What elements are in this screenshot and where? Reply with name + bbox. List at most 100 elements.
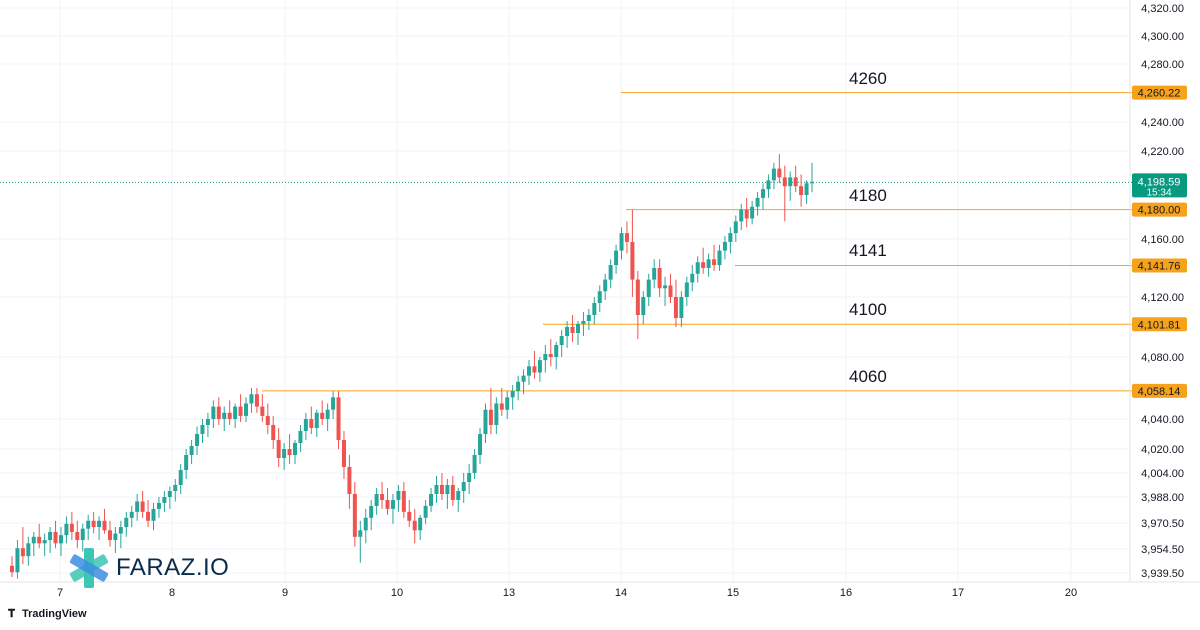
candle-body: [701, 262, 706, 268]
candle: [586, 309, 591, 330]
candle: [516, 375, 521, 401]
candle-body: [303, 419, 308, 431]
candle-body: [97, 520, 102, 528]
candle: [701, 247, 706, 274]
candle: [358, 520, 363, 563]
level-badge: [1132, 317, 1187, 332]
candle-body: [298, 431, 303, 443]
time-tick-label: 15: [727, 587, 739, 599]
candle-body: [10, 565, 14, 573]
price-tick-label: 4,160.00: [1141, 234, 1184, 246]
candle: [195, 426, 200, 455]
candle: [766, 174, 771, 198]
candle: [380, 482, 385, 509]
candle: [390, 494, 395, 524]
candle: [472, 449, 477, 479]
candle: [804, 180, 809, 204]
tradingview-label: TradingView: [22, 608, 87, 620]
candle-body: [575, 324, 580, 333]
candle-body: [118, 527, 123, 534]
candle-body: [488, 409, 493, 425]
candle-body: [652, 268, 657, 280]
candle-body: [418, 517, 423, 531]
candle-body: [69, 523, 74, 532]
candle-body: [565, 327, 570, 336]
candle-body: [167, 491, 172, 497]
candle: [521, 369, 526, 395]
candle-body: [690, 273, 695, 283]
candle-body: [793, 177, 798, 187]
candle-body: [663, 285, 668, 289]
candle-body: [341, 440, 346, 467]
candle-body: [521, 375, 526, 382]
candle-body: [124, 517, 129, 528]
candle: [53, 520, 58, 549]
candle: [244, 397, 249, 422]
price-tick-label: 4,280.00: [1141, 59, 1184, 71]
time-tick-label: 10: [391, 587, 403, 599]
grid-lines: [0, 0, 1130, 582]
candle-body: [684, 282, 689, 297]
candle-body: [810, 181, 814, 184]
candle-body: [227, 412, 232, 419]
candle: [761, 183, 766, 210]
candle: [799, 174, 804, 207]
candle: [461, 473, 466, 503]
candle: [396, 485, 401, 512]
candle-body: [64, 523, 69, 536]
candle: [15, 540, 20, 579]
candle-body: [673, 297, 678, 318]
candle: [494, 397, 499, 434]
candle: [173, 479, 178, 502]
candle: [624, 221, 629, 254]
candle: [254, 388, 259, 413]
candle-body: [733, 221, 738, 234]
candle: [744, 197, 749, 228]
candle: [401, 482, 406, 518]
candle-body: [450, 485, 455, 500]
time-axis[interactable]: 7 8 9 10 13 14 15 16 17 20: [57, 587, 1077, 599]
candle: [793, 165, 798, 193]
candle-body: [233, 406, 238, 419]
candle-body: [771, 168, 776, 181]
candle: [102, 508, 107, 534]
candle-body: [249, 394, 254, 404]
level-badge: [1132, 202, 1187, 217]
candle: [48, 527, 53, 553]
candle-body: [385, 499, 390, 509]
candle-body: [412, 520, 417, 531]
level-badge-label: 4,058.14: [1138, 386, 1181, 398]
candle: [20, 527, 25, 565]
candle: [614, 244, 619, 274]
candle: [374, 488, 379, 515]
candle: [303, 412, 308, 440]
candle: [429, 488, 434, 512]
level-annotation: 4060: [849, 366, 887, 386]
candle-body: [439, 485, 444, 494]
candle-body: [635, 279, 640, 315]
candle: [619, 227, 624, 260]
candle-body: [156, 502, 161, 509]
candle-body: [20, 548, 25, 557]
candle: [282, 443, 287, 470]
candle: [527, 360, 532, 385]
candle-body: [603, 279, 608, 292]
candles: [10, 153, 814, 579]
candle-body: [624, 233, 629, 242]
candle-body: [238, 406, 243, 416]
candle-body: [129, 511, 134, 518]
price-tick-label: 4,020.00: [1141, 444, 1184, 456]
candle: [810, 162, 814, 193]
last-price-label: 4,198.59: [1138, 176, 1181, 188]
candle: [336, 391, 341, 449]
price-axis[interactable]: 4,320.00 4,300.00 4,280.00 4,240.00 4,220.00…: [1141, 3, 1184, 580]
tradingview-brand[interactable]: 𝐓 TradingView: [8, 608, 87, 621]
candle-body: [608, 265, 613, 280]
candle: [314, 409, 319, 437]
candle-body: [140, 501, 145, 512]
time-tick-label: 13: [503, 587, 515, 599]
candle-body: [429, 494, 434, 506]
candle-body: [478, 434, 483, 455]
candle: [450, 476, 455, 506]
